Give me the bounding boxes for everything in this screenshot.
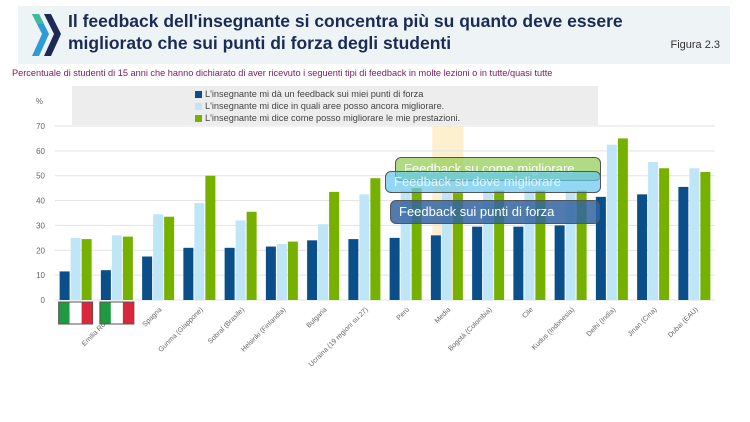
bar-1 [153, 214, 164, 300]
bar-0 [348, 239, 359, 300]
figure-label: Figura 2.3 [670, 39, 720, 51]
italy-flag-icon [99, 301, 135, 325]
bar-0 [142, 256, 153, 300]
x-tick-label: Bulgaria [305, 306, 328, 329]
chart-legend: L'insegnante mi dà un feedback sui miei … [195, 88, 460, 124]
oecd-logo-icon [32, 14, 61, 56]
title-banner: Il feedback dell'insegnante si concentra… [18, 6, 730, 64]
bar-2 [617, 138, 628, 300]
legend-swatch [195, 102, 202, 110]
legend-label: L'insegnante mi dà un feedback sui miei … [205, 89, 424, 99]
bar-1 [689, 168, 700, 300]
bar-0 [472, 226, 483, 300]
bar-2 [81, 239, 92, 300]
x-tick-label: Sobral (Brasile) [207, 306, 246, 345]
callout-where-to-improve: Feedback su dove migliorare [385, 171, 601, 193]
page-title: Il feedback dell'insegnante si concentra… [68, 11, 623, 53]
bar-2 [700, 171, 711, 300]
x-tick-label: Gunma (Giappone) [157, 306, 204, 353]
x-tick-label: Torino [63, 306, 82, 325]
bar-1 [70, 237, 81, 300]
bar-1 [606, 144, 617, 300]
y-tick-label: 50 [36, 172, 45, 181]
bar-1 [235, 220, 246, 300]
chart-subtitle: Percentuale di studenti di 15 anni che h… [12, 68, 553, 78]
flag-white [110, 302, 123, 324]
bar-0 [430, 235, 441, 300]
legend-swatch [195, 90, 202, 98]
bar-1 [359, 194, 370, 300]
bar-2 [329, 191, 340, 300]
flag-red [81, 302, 93, 324]
bar-0 [307, 240, 318, 300]
legend-label: L'insegnante mi dice come posso migliora… [205, 113, 461, 123]
x-tick-label: Dubai (EAU) [667, 306, 700, 339]
y-tick-label: 20 [36, 246, 45, 255]
x-tick-label: Spagna [142, 306, 164, 328]
y-axis-label: % [36, 97, 43, 106]
legend-item-how: L'insegnante mi dice come posso migliora… [195, 112, 460, 124]
flag-red [122, 302, 134, 324]
x-tick-label: Helsinki (Finlandia) [240, 306, 287, 353]
y-tick-label: 40 [36, 197, 45, 206]
y-tick-label: 60 [36, 147, 45, 156]
legend-swatch [195, 114, 202, 122]
x-tick-label: Cile [521, 306, 535, 320]
x-tick-label: Jinan (Cina) [627, 306, 659, 338]
bar-0 [678, 186, 689, 300]
x-tick-label: Bogotà (Colombia) [447, 306, 493, 352]
bar-0 [389, 237, 400, 300]
x-tick-label: Perù [396, 306, 411, 321]
bar-0 [513, 226, 524, 300]
callout-strengths: Feedback sui punti di forza [390, 200, 600, 224]
flag-green [58, 302, 70, 324]
bar-0 [183, 247, 194, 300]
flag-white [69, 302, 82, 324]
bar-1 [276, 244, 287, 300]
bar-1 [648, 162, 659, 300]
bar-1 [318, 224, 329, 300]
y-tick-label: 10 [36, 271, 45, 280]
bar-0 [224, 247, 235, 300]
bar-0 [265, 246, 276, 300]
bar-2 [122, 236, 133, 300]
bar-0 [554, 225, 565, 300]
x-tick-label: Emilia Romagna [81, 306, 122, 347]
y-tick-label: 30 [36, 221, 45, 230]
legend-item-where: L'insegnante mi dice in quali aree posso… [195, 100, 460, 112]
x-tick-label: Ucraina (19 regioni su 27) [308, 306, 370, 368]
x-tick-label: Media [434, 306, 453, 325]
bar-2 [164, 216, 175, 300]
x-tick-label: Delhi (India) [586, 306, 618, 338]
flag-green [99, 302, 111, 324]
bar-2 [287, 241, 298, 300]
bar-2 [205, 175, 216, 300]
y-tick-label: 70 [36, 122, 45, 131]
legend-label: L'insegnante mi dice in quali aree posso… [205, 101, 445, 111]
legend-background [72, 86, 598, 125]
bar-1 [194, 203, 205, 300]
y-tick-label: 0 [41, 296, 46, 305]
bar-1 [111, 235, 122, 300]
bar-0 [59, 271, 70, 300]
italy-flag-icon [58, 301, 94, 325]
bar-0 [637, 194, 648, 300]
x-tick-label: Kudus (Indonesia) [531, 306, 576, 351]
bar-2 [246, 211, 257, 300]
bar-0 [100, 270, 111, 300]
legend-item-strengths: L'insegnante mi dà un feedback sui miei … [195, 88, 460, 100]
bar-2 [659, 168, 670, 300]
bar-2 [370, 178, 381, 300]
